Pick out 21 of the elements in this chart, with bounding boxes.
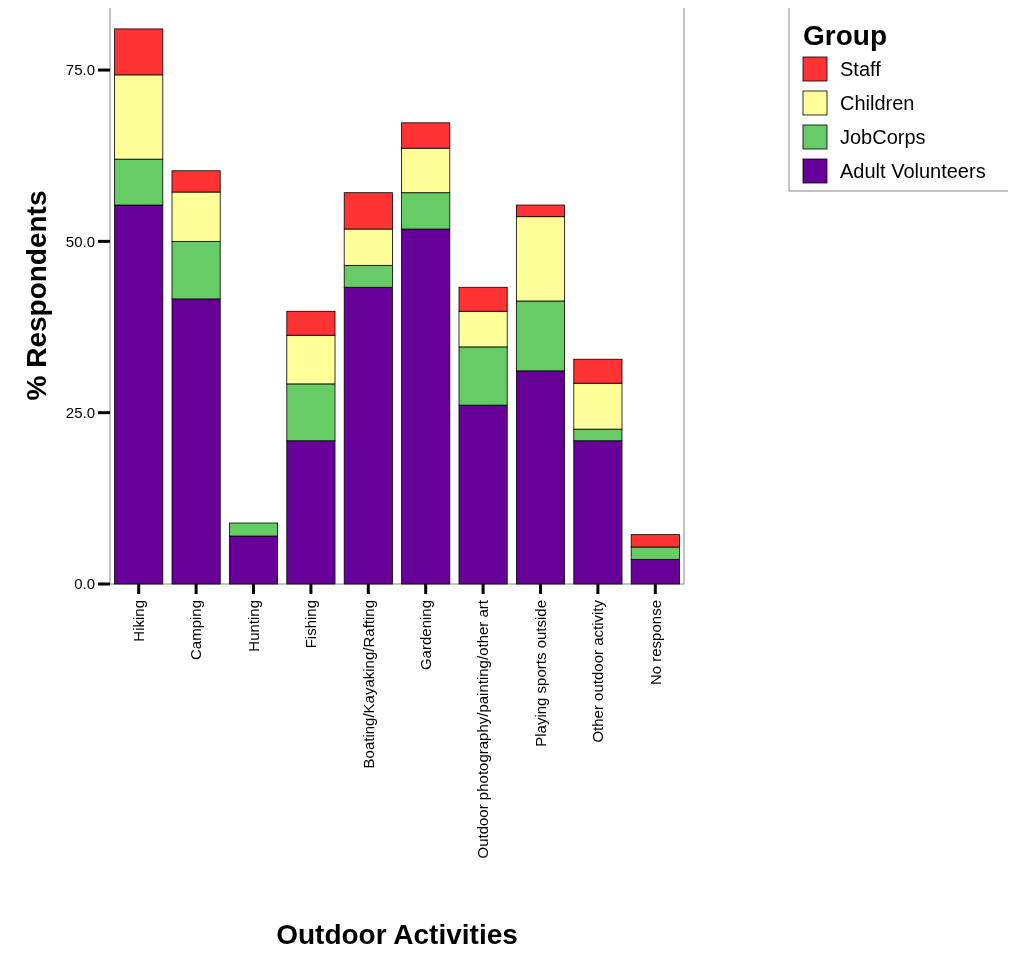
- x-tick-label: Outdoor photography/painting/other art: [474, 599, 492, 859]
- y-tick-label: 0.0: [74, 575, 95, 593]
- y-axis-title: % Respondents: [21, 190, 52, 401]
- y-tick-label: 25.0: [65, 403, 95, 421]
- x-tick-label: Camping: [187, 600, 205, 661]
- x-tick-label: Hunting: [244, 600, 262, 652]
- x-tick-label: Hiking: [129, 600, 147, 642]
- x-axis-title: Outdoor Activities: [276, 919, 518, 950]
- x-tick-label: Fishing: [302, 600, 320, 649]
- x-tick-label: Other outdoor activity: [589, 599, 607, 743]
- legend-label: Children: [840, 92, 915, 114]
- legend-title: Group: [803, 20, 887, 51]
- x-tick-label: Boating/Kayaking/Rafting: [359, 600, 377, 769]
- x-tick-label: No response: [646, 600, 664, 686]
- legend-label: Staff: [840, 58, 882, 80]
- y-tick-label: 75.0: [65, 61, 95, 79]
- y-tick-label: 50.0: [65, 232, 95, 250]
- x-tick-label: Gardening: [416, 600, 434, 671]
- x-tick-label: Playing sports outside: [531, 600, 549, 747]
- legend-label: Adult Volunteers: [840, 160, 986, 182]
- legend-label: JobCorps: [840, 126, 926, 148]
